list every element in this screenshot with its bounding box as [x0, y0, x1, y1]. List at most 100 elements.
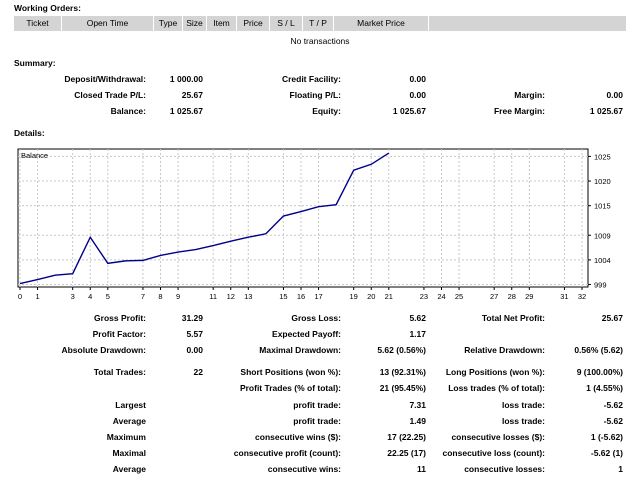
x-tick-label: 20	[367, 292, 375, 301]
balance-value: 1 025.67	[169, 106, 203, 116]
short-positions-value: 13 (92.31%)	[379, 367, 426, 377]
y-tick-label: 999	[594, 281, 607, 290]
column-header-sl[interactable]: S / L	[270, 16, 303, 31]
x-tick-label: 24	[437, 292, 445, 301]
column-header-open-time[interactable]: Open Time	[62, 16, 154, 31]
column-header-price[interactable]: Price	[237, 16, 270, 31]
consecutive-loss-count-value: -5.62 (1)	[590, 448, 623, 458]
column-header-item[interactable]: Item	[207, 16, 237, 31]
x-tick-label: 16	[297, 292, 305, 301]
expected-payoff-label: Expected Payoff:	[272, 329, 341, 339]
gross-loss-label: Gross Loss:	[291, 313, 341, 323]
gross-profit-label: Gross Profit:	[94, 313, 146, 323]
relative-drawdown-value: 0.56% (5.62)	[574, 345, 623, 355]
largest-loss-trade-label: loss trade:	[502, 400, 545, 410]
long-positions-label: Long Positions (won %):	[445, 367, 545, 377]
equity-label: Equity:	[312, 106, 341, 116]
deposit-withdrawal-value: 1 000.00	[169, 74, 203, 84]
consecutive-losses-dollar-label: consecutive losses ($):	[451, 432, 545, 442]
loss-trades-value: 1 (4.55%)	[586, 383, 623, 393]
x-tick-label: 21	[385, 292, 393, 301]
relative-drawdown-label: Relative Drawdown:	[464, 345, 545, 355]
consecutive-profit-count-label: consecutive profit (count):	[233, 448, 341, 458]
consecutive-wins-dollar-label: consecutive wins ($):	[255, 432, 341, 442]
free-margin-label: Free Margin:	[493, 106, 545, 116]
profit-trades-value: 21 (95.45%)	[379, 383, 426, 393]
chart-plot-frame	[17, 148, 589, 288]
gross-profit-value: 31.29	[181, 313, 203, 323]
free-margin-value: 1 025.67	[589, 106, 623, 116]
floating-pl-label: Floating P/L:	[289, 90, 341, 100]
total-trades-value: 22	[193, 367, 203, 377]
x-tick-label: 15	[279, 292, 287, 301]
x-tick-label: 23	[420, 292, 428, 301]
x-tick-label: 0	[18, 292, 22, 301]
gross-loss-value: 5.62	[409, 313, 426, 323]
orders-table-header: Ticket Open Time Type Size Item Price S …	[14, 16, 626, 31]
average-label: Average	[112, 416, 146, 426]
x-tick-label: 17	[314, 292, 322, 301]
average-loss-trade-label: loss trade:	[502, 416, 545, 426]
consecutive-losses-dollar-value: 1 (-5.62)	[590, 432, 623, 442]
column-header-type[interactable]: Type	[154, 16, 183, 31]
y-tick-label: 1004	[594, 256, 611, 265]
consecutive-losses-value: 1	[618, 464, 623, 474]
summary-title: Summary:	[14, 58, 56, 68]
x-tick-label: 13	[244, 292, 252, 301]
maximal-drawdown-value: 5.62 (0.56%)	[377, 345, 426, 355]
column-header-tp[interactable]: T / P	[303, 16, 334, 31]
largest-label: Largest	[115, 400, 146, 410]
consecutive-wins-dollar-value: 17 (22.25)	[387, 432, 426, 442]
profit-factor-value: 5.57	[186, 329, 203, 339]
average-consecutive-label: Average	[112, 464, 146, 474]
chart-title: Balance	[21, 151, 48, 160]
x-tick-label: 32	[578, 292, 586, 301]
column-header-size[interactable]: Size	[183, 16, 207, 31]
column-header-market-price[interactable]: Market Price	[334, 16, 429, 31]
average-profit-trade-value: 1.49	[409, 416, 426, 426]
absolute-drawdown-label: Absolute Drawdown:	[61, 345, 146, 355]
x-tick-label: 25	[455, 292, 463, 301]
total-net-profit-label: Total Net Profit:	[481, 313, 545, 323]
credit-facility-label: Credit Facility:	[281, 74, 341, 84]
consecutive-losses-label: consecutive losses:	[464, 464, 545, 474]
x-tick-label: 4	[88, 292, 92, 301]
balance-chart: 0 1 3 4 5 7 8 9 11 12 13 15 16 17 19 20 21 23 24 25 27 28 29 31…	[14, 146, 626, 306]
profit-factor-label: Profit Factor:	[92, 329, 146, 339]
x-tick-label: 3	[71, 292, 75, 301]
x-tick-label: 31	[560, 292, 568, 301]
credit-facility-value: 0.00	[409, 74, 426, 84]
deposit-withdrawal-label: Deposit/Withdrawal:	[64, 74, 146, 84]
margin-value: 0.00	[606, 90, 623, 100]
largest-profit-trade-label: profit trade:	[293, 400, 341, 410]
largest-profit-trade-value: 7.31	[409, 400, 426, 410]
consecutive-profit-count-value: 22.25 (17)	[387, 448, 426, 458]
x-tick-label: 27	[490, 292, 498, 301]
x-tick-label: 19	[350, 292, 358, 301]
average-profit-trade-label: profit trade:	[293, 416, 341, 426]
closed-trade-pl-label: Closed Trade P/L:	[74, 90, 146, 100]
floating-pl-value: 0.00	[409, 90, 426, 100]
loss-trades-label: Loss trades (% of total):	[448, 383, 545, 393]
x-tick-label: 9	[176, 292, 180, 301]
column-header-filler	[429, 16, 626, 31]
details-title: Details:	[14, 128, 45, 138]
total-net-profit-value: 25.67	[601, 313, 623, 323]
x-tick-label: 11	[209, 292, 217, 301]
y-tick-label: 1025	[594, 152, 611, 161]
long-positions-value: 9 (100.00%)	[576, 367, 623, 377]
y-tick-label: 1009	[594, 231, 611, 240]
x-tick-label: 12	[227, 292, 235, 301]
maximal-label: Maximal	[112, 448, 146, 458]
equity-value: 1 025.67	[392, 106, 426, 116]
short-positions-label: Short Positions (won %):	[240, 367, 341, 377]
total-trades-label: Total Trades:	[93, 367, 146, 377]
profit-trades-label: Profit Trades (% of total):	[239, 383, 341, 393]
balance-chart-svg: 0 1 3 4 5 7 8 9 11 12 13 15 16 17 19 20 21 23 24 25 27 28 29 31…	[17, 148, 611, 301]
largest-loss-trade-value: -5.62	[603, 400, 623, 410]
consecutive-wins-value: 11	[417, 464, 426, 474]
x-tick-label: 1	[35, 292, 39, 301]
closed-trade-pl-value: 25.67	[181, 90, 203, 100]
column-header-ticket[interactable]: Ticket	[14, 16, 62, 31]
y-tick-label: 1015	[594, 202, 611, 211]
